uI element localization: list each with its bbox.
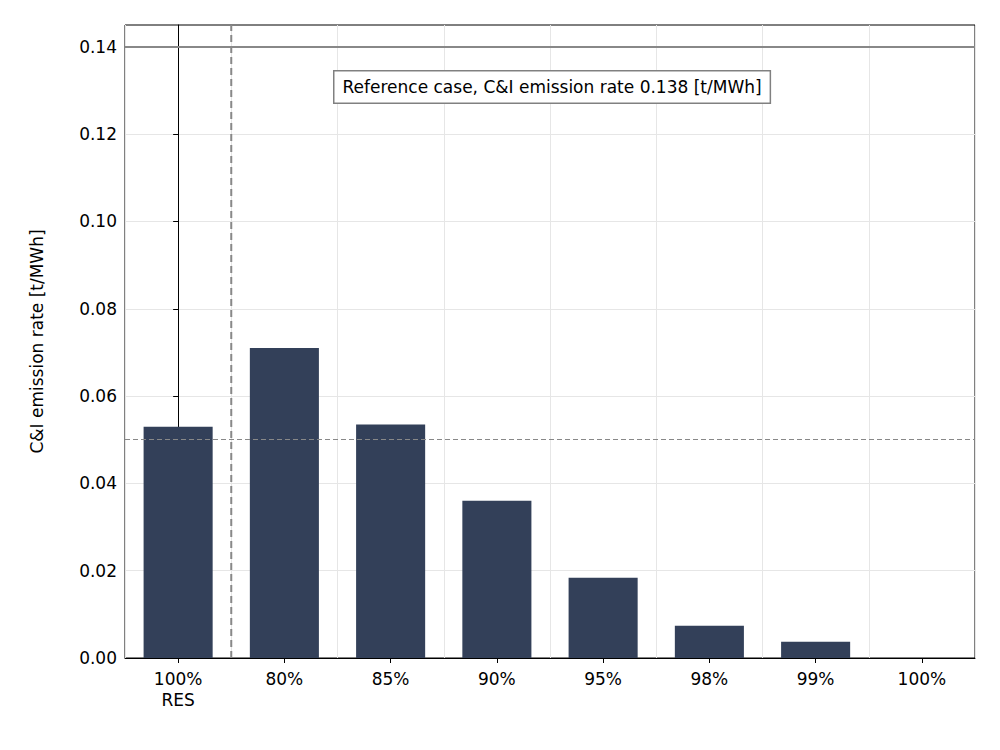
svg-text:0.00: 0.00: [79, 648, 117, 668]
svg-text:100%: 100%: [154, 669, 203, 689]
svg-text:0.04: 0.04: [79, 473, 117, 493]
svg-text:0.08: 0.08: [79, 299, 117, 319]
svg-text:98%: 98%: [690, 669, 728, 689]
svg-text:99%: 99%: [797, 669, 835, 689]
svg-text:90%: 90%: [478, 669, 516, 689]
svg-text:85%: 85%: [372, 669, 410, 689]
svg-text:95%: 95%: [584, 669, 622, 689]
svg-text:0.12: 0.12: [79, 124, 117, 144]
svg-text:0.10: 0.10: [79, 211, 117, 231]
svg-text:0.06: 0.06: [79, 386, 117, 406]
svg-text:100%: 100%: [898, 669, 947, 689]
svg-text:Reference case, C&I emission r: Reference case, C&I emission rate 0.138 …: [343, 77, 762, 97]
svg-text:80%: 80%: [265, 669, 303, 689]
svg-text:0.14: 0.14: [79, 37, 117, 57]
svg-text:RES: RES: [161, 690, 194, 710]
svg-text:C&I emission rate [t/MWh]: C&I emission rate [t/MWh]: [27, 229, 47, 453]
svg-text:0.02: 0.02: [79, 561, 117, 581]
